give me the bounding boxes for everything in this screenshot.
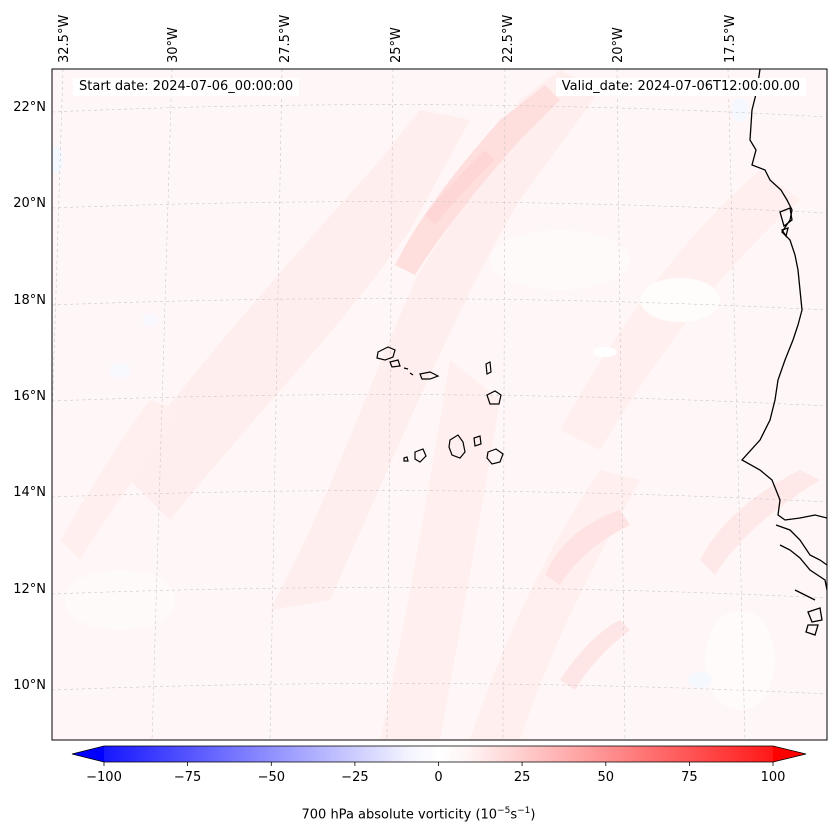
colorbar-tick-label: 50 — [598, 770, 615, 785]
colorbar: −100 −75 −50 −25 0 25 50 75 100 — [71, 745, 807, 785]
colorbar-label-text: 700 hPa absolute vorticity (10 — [301, 807, 498, 823]
vorticity-contours — [52, 70, 820, 740]
colorbar-tick-label: 100 — [761, 770, 786, 785]
latitude-labels: 22°N 20°N 18°N 16°N 14°N 12°N 10°N — [13, 100, 46, 693]
lat-label: 14°N — [13, 485, 46, 500]
colorbar-tick-label: 0 — [434, 770, 442, 785]
lat-label: 10°N — [13, 678, 46, 693]
longitude-labels: 32.5°W 30°W 27.5°W 25°W 22.5°W 20°W 17.5… — [57, 15, 738, 63]
colorbar-label-unit: s — [510, 807, 518, 823]
colorbar-tick-label: −25 — [341, 770, 368, 785]
colorbar-tick-label: 75 — [681, 770, 698, 785]
lat-label: 16°N — [13, 389, 46, 404]
lon-label: 22.5°W — [501, 15, 516, 63]
map-panel: 32.5°W 30°W 27.5°W 25°W 22.5°W 20°W 17.5… — [13, 15, 828, 741]
lon-label: 20°W — [611, 27, 626, 63]
colorbar-label: 700 hPa absolute vorticity (10−5s−1) — [0, 806, 837, 822]
lat-label: 20°N — [13, 196, 46, 211]
colorbar-min-extend — [72, 746, 104, 762]
start-date-label: Start date: 2024-07-06_00:00:00 — [73, 78, 300, 96]
lon-label: 32.5°W — [57, 15, 72, 63]
colorbar-tick-label: −100 — [86, 770, 122, 785]
colorbar-ticks — [103, 762, 774, 766]
colorbar-tick-label: −75 — [174, 770, 201, 785]
colorbar-label-close: ) — [530, 807, 536, 823]
lon-label: 17.5°W — [723, 15, 738, 63]
colorbar-label-exponent: −5 — [497, 806, 511, 816]
valid-date-label: Valid_date: 2024-07-06T12:00:00.00 — [555, 78, 806, 96]
lat-label: 12°N — [13, 582, 46, 597]
coastline — [740, 69, 827, 636]
cape-verde-islands — [376, 346, 504, 465]
graticule — [52, 69, 827, 740]
colorbar-tick-label: 25 — [514, 770, 531, 785]
map-frame — [51, 68, 828, 741]
colorbar-gradient — [72, 746, 806, 762]
colorbar-max-extend — [773, 746, 806, 762]
lon-label: 25°W — [389, 27, 404, 63]
lat-label: 22°N — [13, 100, 46, 115]
lon-label: 30°W — [166, 27, 181, 63]
colorbar-tick-label: −50 — [258, 770, 285, 785]
lon-label: 27.5°W — [278, 15, 293, 63]
colorbar-label-exponent2: −1 — [517, 806, 531, 816]
lat-label: 18°N — [13, 293, 46, 308]
